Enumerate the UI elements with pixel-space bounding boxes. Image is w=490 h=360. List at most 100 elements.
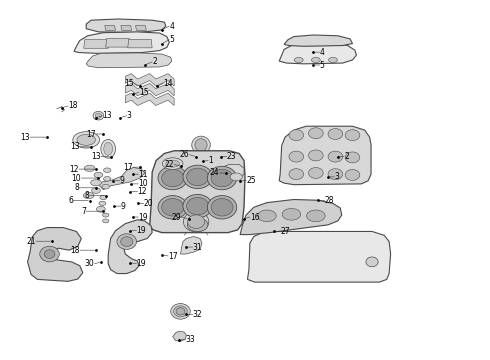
Ellipse shape: [92, 188, 100, 193]
Polygon shape: [125, 84, 174, 96]
Ellipse shape: [176, 308, 185, 315]
Ellipse shape: [187, 168, 209, 186]
Ellipse shape: [158, 195, 187, 219]
Ellipse shape: [183, 212, 209, 232]
Text: 18: 18: [68, 102, 77, 111]
Ellipse shape: [93, 111, 104, 120]
Text: 7: 7: [81, 207, 86, 216]
Polygon shape: [84, 40, 108, 48]
Ellipse shape: [102, 184, 109, 189]
Polygon shape: [106, 39, 130, 47]
Polygon shape: [125, 93, 174, 105]
Text: 3: 3: [334, 172, 339, 181]
Text: 21: 21: [26, 237, 36, 246]
Ellipse shape: [187, 218, 208, 231]
Text: 3: 3: [127, 111, 132, 120]
Polygon shape: [105, 26, 116, 30]
Ellipse shape: [103, 168, 111, 172]
Ellipse shape: [95, 113, 101, 118]
Ellipse shape: [309, 128, 323, 139]
Polygon shape: [279, 126, 371, 185]
Ellipse shape: [101, 139, 116, 158]
Text: 17: 17: [86, 130, 96, 139]
Ellipse shape: [117, 234, 137, 249]
Ellipse shape: [102, 213, 109, 217]
Ellipse shape: [183, 194, 212, 218]
Text: 1: 1: [208, 156, 213, 165]
Ellipse shape: [173, 306, 187, 317]
Ellipse shape: [44, 250, 55, 258]
Text: 13: 13: [91, 152, 101, 161]
Text: 19: 19: [137, 226, 146, 235]
Ellipse shape: [40, 246, 59, 262]
Ellipse shape: [329, 57, 337, 63]
Ellipse shape: [258, 210, 276, 222]
Text: 14: 14: [163, 79, 173, 88]
Ellipse shape: [187, 197, 209, 215]
Text: 10: 10: [72, 174, 81, 183]
Text: 15: 15: [124, 79, 134, 88]
Text: 16: 16: [250, 212, 260, 221]
Polygon shape: [121, 26, 132, 30]
Text: 30: 30: [85, 259, 95, 268]
Text: 5: 5: [320, 60, 325, 69]
Ellipse shape: [211, 198, 233, 216]
Text: 17: 17: [168, 252, 178, 261]
Ellipse shape: [183, 165, 212, 189]
Text: 18: 18: [71, 246, 80, 255]
Text: 13: 13: [21, 132, 30, 141]
Ellipse shape: [102, 219, 109, 223]
Ellipse shape: [345, 130, 360, 141]
Ellipse shape: [103, 176, 111, 181]
Ellipse shape: [158, 166, 187, 190]
Polygon shape: [136, 26, 147, 30]
Ellipse shape: [91, 180, 101, 186]
Polygon shape: [150, 151, 245, 233]
Ellipse shape: [94, 172, 103, 178]
Text: 32: 32: [193, 310, 202, 319]
Text: 8: 8: [74, 183, 79, 192]
Text: 19: 19: [139, 212, 148, 221]
Text: 6: 6: [68, 196, 73, 205]
Ellipse shape: [73, 132, 99, 148]
Ellipse shape: [99, 201, 106, 206]
Polygon shape: [284, 35, 352, 46]
Ellipse shape: [328, 129, 343, 139]
Ellipse shape: [162, 169, 184, 187]
Text: 31: 31: [193, 243, 202, 252]
Polygon shape: [74, 32, 169, 53]
Ellipse shape: [328, 169, 343, 180]
Ellipse shape: [289, 169, 304, 180]
Text: 28: 28: [325, 196, 334, 205]
Ellipse shape: [230, 173, 243, 181]
Text: 2: 2: [152, 57, 157, 66]
Polygon shape: [128, 39, 152, 48]
Polygon shape: [86, 19, 166, 33]
Text: 10: 10: [139, 179, 148, 188]
Ellipse shape: [77, 134, 96, 145]
Text: 23: 23: [227, 152, 237, 161]
Ellipse shape: [97, 206, 105, 212]
Ellipse shape: [345, 152, 360, 163]
Text: 20: 20: [144, 199, 153, 208]
Text: 8: 8: [85, 191, 90, 200]
Polygon shape: [27, 228, 83, 282]
Text: 26: 26: [180, 150, 189, 159]
Text: 17: 17: [123, 163, 133, 172]
Ellipse shape: [83, 193, 94, 199]
Text: 33: 33: [185, 335, 195, 344]
Ellipse shape: [195, 139, 207, 151]
Text: 13: 13: [70, 142, 80, 151]
Ellipse shape: [307, 210, 325, 222]
Text: 5: 5: [169, 35, 174, 44]
Text: 9: 9: [121, 202, 126, 211]
Ellipse shape: [162, 198, 184, 216]
Ellipse shape: [207, 195, 237, 219]
Ellipse shape: [294, 57, 303, 63]
Text: 27: 27: [281, 227, 290, 236]
Ellipse shape: [166, 160, 179, 167]
Polygon shape: [247, 231, 391, 282]
Text: 11: 11: [139, 170, 148, 179]
Polygon shape: [279, 44, 356, 64]
Ellipse shape: [188, 215, 205, 229]
